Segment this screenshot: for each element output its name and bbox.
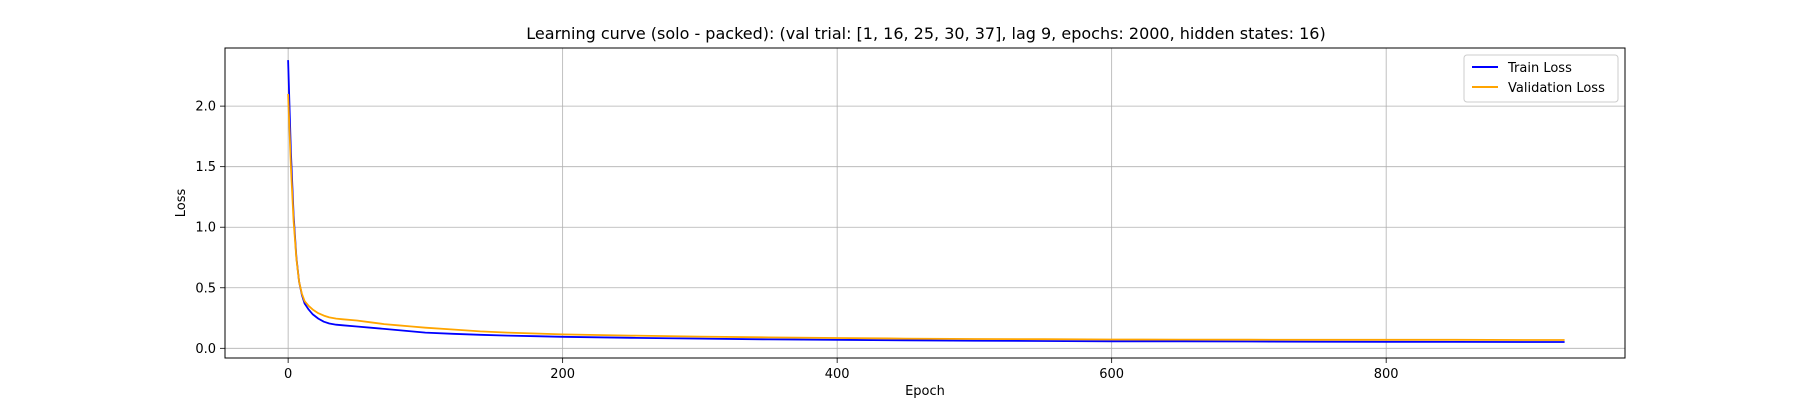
series-line-validation-loss [287,93,1565,341]
x-tick-label: 200 [550,367,575,382]
y-tick-label: 1.0 [195,221,216,236]
grid-layer [225,48,1625,358]
tick-layer: 0 200 400 600 800 0.0 0.5 1.0 1.5 2.0 [195,100,1398,382]
series-layer [287,60,1565,343]
x-tick-label: 600 [1099,367,1124,382]
y-tick-label: 2.0 [195,100,216,115]
x-tick-label: 0 [284,367,292,382]
y-tick-label: 0.0 [195,342,216,357]
legend-label-train-loss: Train Loss [1507,61,1572,76]
series-line-train-loss [287,60,1565,343]
y-tick-label: 1.5 [195,160,216,175]
legend-label-validation-loss: Validation Loss [1508,81,1605,96]
chart-title: Learning curve (solo - packed): (val tri… [526,24,1325,43]
legend-box [1463,54,1619,103]
x-tick-label: 400 [825,367,850,382]
x-tick-label: 800 [1374,367,1399,382]
plot-frame [224,47,1626,359]
y-tick-label: 0.5 [195,281,216,296]
x-axis-label: Epoch [905,384,945,399]
y-axis-label: Loss [174,189,189,218]
legend: Train Loss Validation Loss [1463,54,1619,103]
